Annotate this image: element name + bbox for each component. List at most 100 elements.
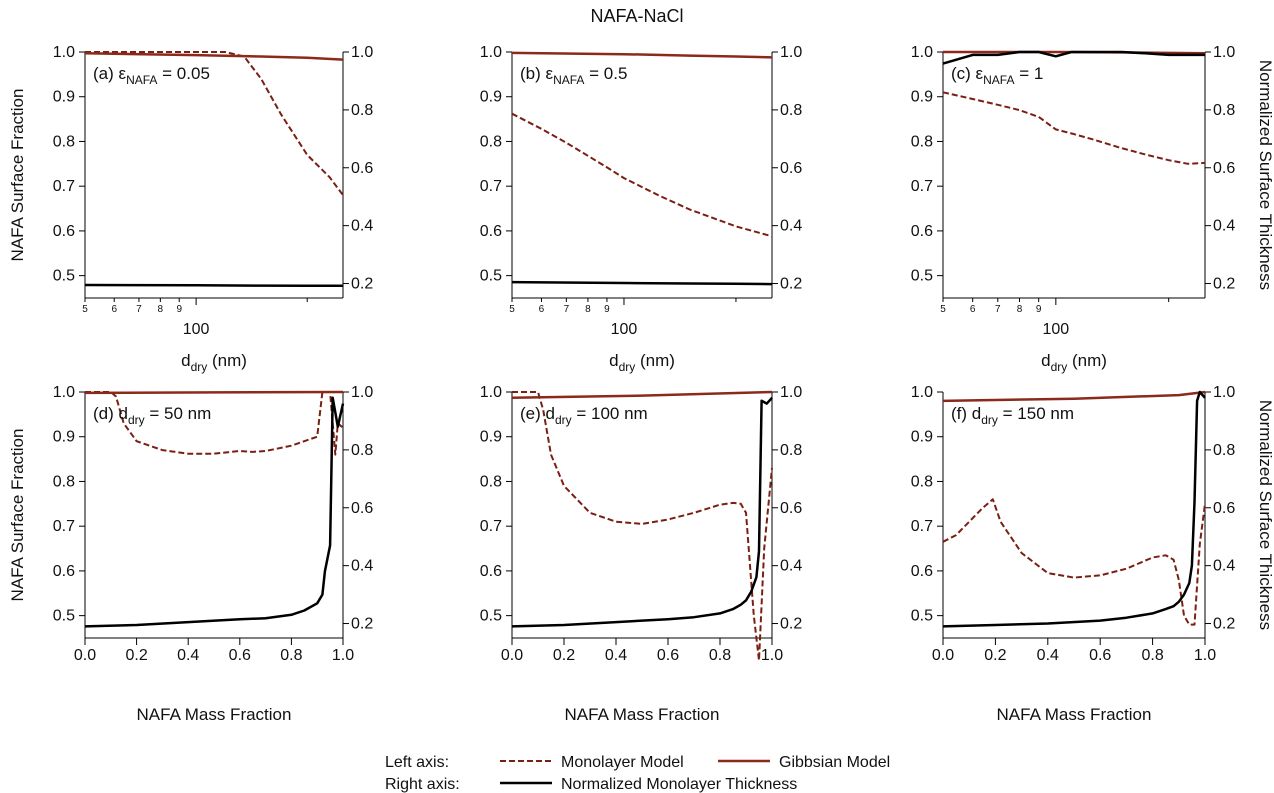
right-y-tick-label: 0.6	[351, 160, 373, 177]
left-y-tick-label: 0.9	[911, 89, 933, 106]
x-major-tick-label: 0.6	[1089, 647, 1111, 664]
left-y-tick-label: 0.7	[53, 178, 75, 195]
panel-label-sub: NAFA	[126, 73, 157, 87]
series-monolayer	[511, 112, 773, 238]
x-minor-tick-label: 5	[509, 304, 515, 315]
panel-b: 0.5 0.6 0.7 0.8 0.9 1.0 0.2 0.4 0.6 0.8 1.0 5 6 7 8 910…	[480, 44, 803, 374]
x-axis-title-main: NAFA Mass Fraction	[565, 705, 720, 724]
x-minor-tick-label: 5	[940, 304, 946, 315]
x-minor-tick-label: 6	[539, 304, 545, 315]
legend-monolayer-text: Monolayer Model	[561, 754, 684, 771]
series-gibbsian	[942, 390, 1206, 403]
left-y-tick-label: 1.0	[911, 384, 933, 401]
left-y-tick-label: 0.8	[911, 473, 933, 490]
x-minor-tick-label: 7	[136, 304, 142, 315]
x-minor-tick-label: 8	[1017, 304, 1023, 315]
x-major-tick-label: 0.2	[984, 647, 1006, 664]
x-major-tick-label: 0.2	[125, 647, 147, 664]
right-y-tick-label: 1.0	[780, 44, 802, 61]
right-y-tick-label: 0.8	[1213, 442, 1235, 459]
panel-a: 0.5 0.6 0.7 0.8 0.9 1.0 0.2 0.4 0.6 0.8 1.0 5 6 7 8 910…	[8, 44, 373, 374]
left-y-tick-label: 0.6	[480, 563, 502, 580]
panel-c: 0.5 0.6 0.7 0.8 0.9 1.0 0.2 0.4 0.6 0.8 1.0 5 6 7 8 910…	[911, 44, 1274, 374]
panel-label-sub: NAFA	[983, 73, 1014, 87]
right-y-tick-label: 1.0	[1213, 384, 1235, 401]
left-y-tick-label: 0.6	[53, 223, 75, 240]
x-minor-tick-label: 5	[82, 304, 88, 315]
panel-f: 0.5 0.6 0.7 0.8 0.9 1.0 0.2 0.4 0.6 0.8 1.0 0.0 0.2 0…	[911, 384, 1274, 724]
legend-right-axis-label: Right axis:	[385, 776, 460, 793]
panel-e: 0.5 0.6 0.7 0.8 0.9 1.0 0.2 0.4 0.6 0.8 1.0 0.0 0.2 0…	[480, 384, 803, 724]
x-axis-title: ddry (nm)	[181, 351, 247, 374]
x-axis-title-main: d	[609, 351, 618, 370]
left-y-tick-label: 0.9	[480, 89, 502, 106]
panel-label-suffix: = 1	[1014, 64, 1043, 83]
left-y-tick-label: 0.8	[53, 133, 75, 150]
right-y-tick-label: 0.8	[351, 442, 373, 459]
series-monolayer	[85, 391, 344, 456]
series-gibbsian	[84, 390, 344, 395]
right-y-tick-label: 0.2	[780, 276, 802, 293]
panels: 0.50.60.70.80.91.00.20.40.60.81.05 6 7 8 910…	[8, 44, 1274, 724]
x-major-tick-label: 0.8	[1141, 647, 1163, 664]
x-minor-tick-label: 7	[564, 304, 570, 315]
panel-label: (e) ddry = 100 nm	[520, 404, 648, 427]
x-major-tick-label: 1.0	[332, 647, 354, 664]
x-major-tick-label: 0.2	[553, 647, 575, 664]
left-y-tick-label: 0.7	[480, 518, 502, 535]
panel-label-suffix: = 50 nm	[145, 404, 212, 423]
panel-label-prefix: (d) d	[93, 404, 128, 423]
panel-label: (d) ddry = 50 nm	[93, 404, 211, 427]
x-major-tick-label: 0.4	[605, 647, 627, 664]
x-minor-tick-label: 7	[995, 304, 1001, 315]
x-axis-title-suffix: (nm)	[207, 351, 247, 370]
x-axis-title-sub: dry	[191, 360, 208, 374]
left-y-tick-label: 0.5	[480, 608, 502, 625]
legend-thickness-text: Normalized Monolayer Thickness	[561, 776, 797, 793]
right-y-tick-label: 0.8	[1213, 102, 1235, 119]
left-y-tick-label: 1.0	[53, 384, 75, 401]
panel-label: (a) εNAFA = 0.05	[93, 64, 210, 87]
left-y-tick-label: 0.5	[911, 608, 933, 625]
left-y-tick-label: 0.5	[53, 608, 75, 625]
left-y-tick-label: 0.7	[480, 178, 502, 195]
left-y-axis-title: NAFA Surface Fraction	[8, 429, 27, 602]
left-y-tick-label: 0.5	[53, 268, 75, 285]
panel-label: (b) εNAFA = 0.5	[520, 64, 627, 87]
x-axis-title: NAFA Mass Fraction	[997, 705, 1152, 724]
panel-label-suffix: = 150 nm	[998, 404, 1074, 423]
x-major-tick-label: 100	[611, 321, 638, 338]
series-gibbsian	[511, 51, 773, 59]
left-y-tick-label: 0.6	[911, 223, 933, 240]
left-y-tick-label: 1.0	[53, 44, 75, 61]
panel-label: (c) εNAFA = 1	[951, 64, 1043, 87]
left-y-tick-label: 1.0	[480, 44, 502, 61]
x-axis-title-sub: dry	[1051, 360, 1068, 374]
series-gibbsian	[511, 390, 773, 400]
x-minor-tick-label: 8	[585, 304, 591, 315]
left-y-tick-label: 0.8	[480, 133, 502, 150]
left-y-tick-label: 0.8	[53, 473, 75, 490]
panel-label-sub: NAFA	[553, 73, 584, 87]
left-y-tick-label: 0.6	[911, 563, 933, 580]
series-thickness	[942, 50, 1205, 65]
right-y-tick-label: 0.8	[351, 102, 373, 119]
left-y-tick-label: 0.7	[911, 518, 933, 535]
panel-label-sub: dry	[128, 413, 145, 427]
x-minor-tick-label: 6	[970, 304, 976, 315]
x-axis-title-sub: dry	[619, 360, 636, 374]
left-y-axis-title: NAFA Surface Fraction	[8, 89, 27, 262]
right-y-tick-label: 0.4	[1213, 558, 1235, 575]
x-minor-tick-label: 6	[111, 304, 117, 315]
right-y-tick-label: 0.2	[780, 616, 802, 633]
legend: Left axis: Right axis: Monolayer Model G…	[385, 754, 890, 793]
x-major-tick-label: 0.0	[501, 647, 523, 664]
panel-label-prefix: (a) ε	[93, 64, 127, 83]
right-y-tick-label: 1.0	[780, 384, 802, 401]
right-y-tick-label: 1.0	[351, 44, 373, 61]
left-y-tick-label: 1.0	[480, 384, 502, 401]
right-y-axis-title: Normalized Surface Thickness	[1256, 60, 1274, 290]
right-y-tick-label: 0.4	[1213, 218, 1235, 235]
right-y-tick-label: 0.2	[351, 616, 373, 633]
